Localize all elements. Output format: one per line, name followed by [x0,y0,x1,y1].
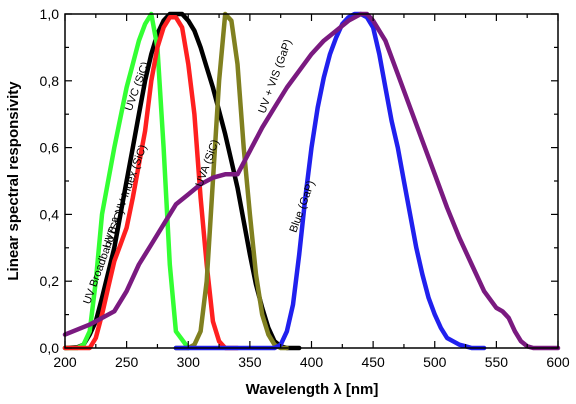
y-axis-title: Linear spectral responsivity [5,81,22,281]
x-tick-label: 350 [238,354,262,370]
series-line-uva-sic [173,11,290,351]
y-tick-label: 0,4 [40,206,60,222]
x-tick-label: 250 [115,354,139,370]
y-tick-label: 0,6 [40,140,60,156]
series-line-uv-vis-gap [62,11,561,351]
x-tick-label: 200 [53,354,77,370]
axis-ticks [64,13,559,349]
series-line-blue-gap [173,11,487,351]
x-tick-label: 500 [423,354,447,370]
series-line-uvc-sic [62,11,191,351]
y-tick-label: 1,0 [40,6,60,22]
y-tick-label: 0,8 [40,73,60,89]
x-axis-title: Wavelength λ [nm] [246,381,379,398]
x-tick-label: 600 [546,354,570,370]
y-tick-label: 0,0 [40,340,60,356]
tick-labels: 200 250 300 350 400 450 500 550 600 0,0 0,2 0,4 0,6 0… [40,6,570,370]
plot-lines [62,11,561,351]
x-tick-label: 550 [485,354,509,370]
series-labels: UV Broadband (SiC)UVC (SiC)UVB & UV Inde… [81,38,317,306]
x-tick-label: 450 [361,354,385,370]
x-tick-label: 300 [177,354,201,370]
y-tick-label: 0,2 [40,273,60,289]
series-line-uv-broadband-sic [62,11,302,351]
x-tick-label: 400 [300,354,324,370]
